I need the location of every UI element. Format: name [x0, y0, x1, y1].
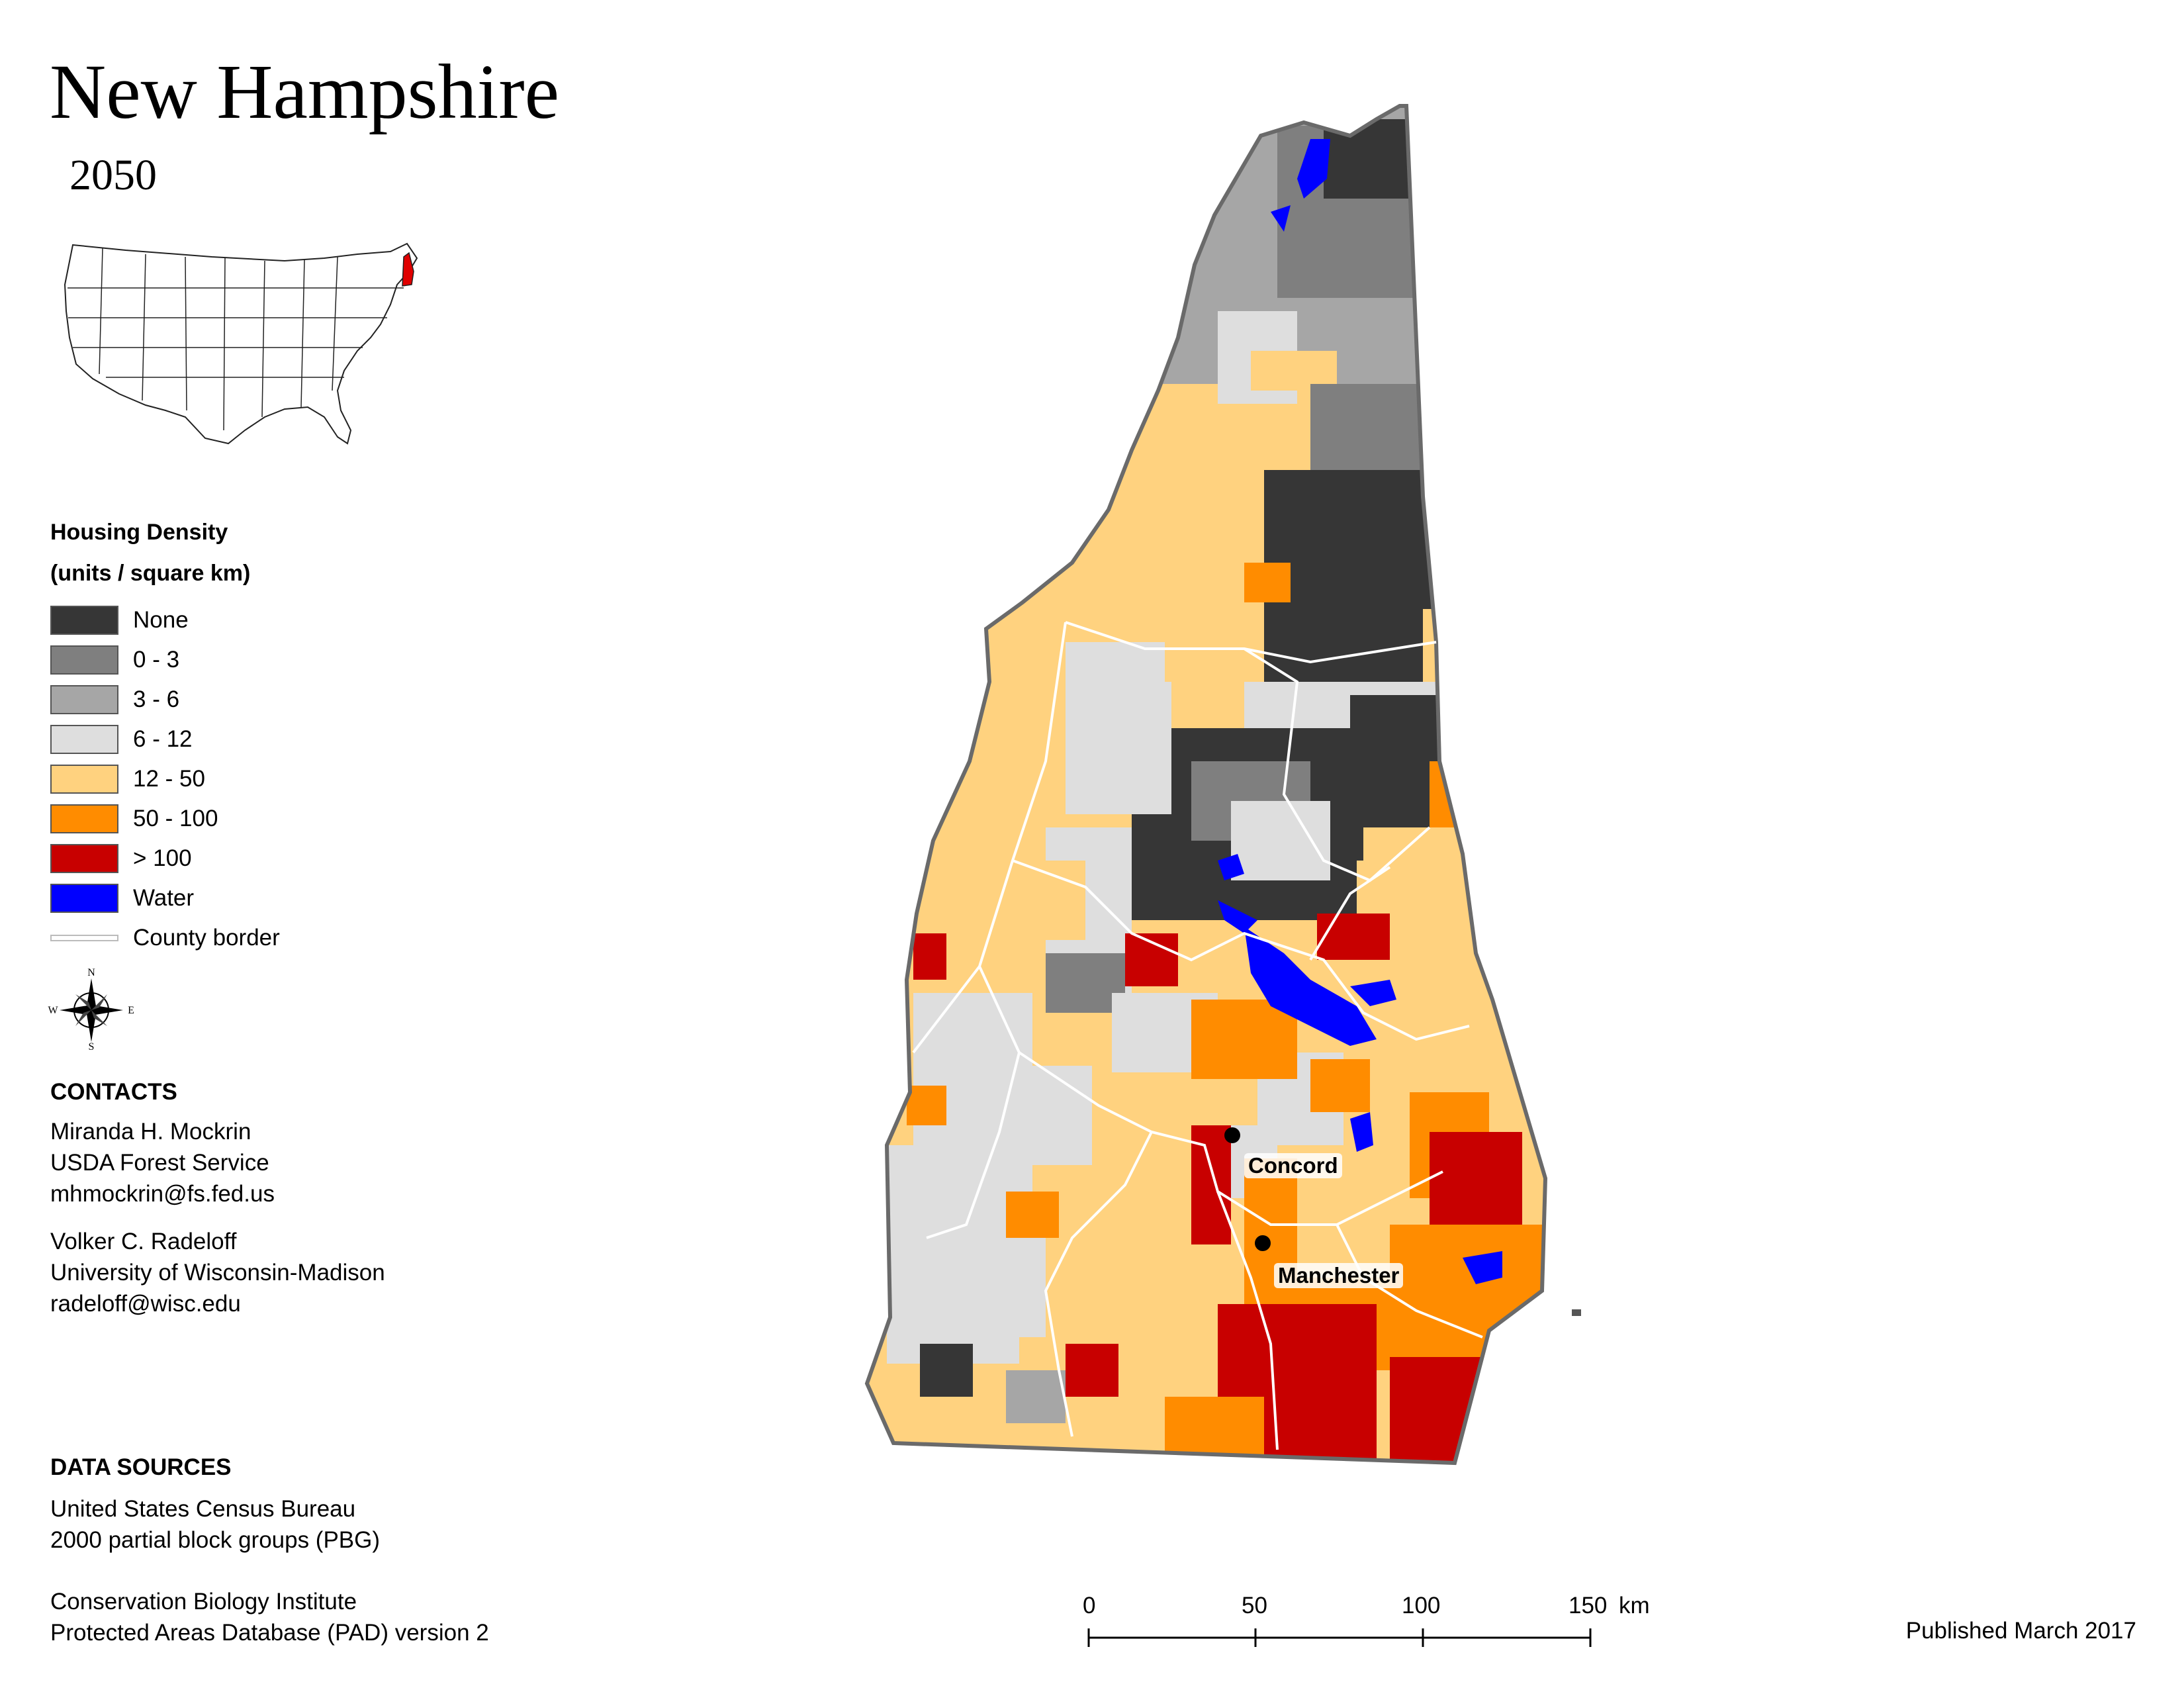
data-source-line: Protected Areas Database (PAD) version 2: [50, 1620, 489, 1646]
data-sources-heading: DATA SOURCES: [50, 1454, 232, 1480]
city-label-concord: Concord: [1244, 1153, 1342, 1178]
legend-item-0-3: 0 - 3: [50, 644, 179, 676]
contact-2-email[interactable]: radeloff@wisc.edu: [50, 1291, 241, 1317]
data-source-line: Conservation Biology Institute: [50, 1589, 357, 1615]
concord-marker: [1224, 1127, 1240, 1143]
legend-item-none: None: [50, 604, 189, 636]
contacts-heading: CONTACTS: [50, 1079, 177, 1105]
data-source-line: United States Census Bureau: [50, 1496, 356, 1522]
contact-1-org: USDA Forest Service: [50, 1150, 269, 1176]
legend-item-3-6: 3 - 6: [50, 684, 179, 716]
legend-swatch: [50, 725, 118, 754]
legend-item-gt-100: > 100: [50, 843, 192, 874]
scale-label-100: 100: [1402, 1593, 1441, 1618]
legend-item-12-50: 12 - 50: [50, 763, 205, 795]
compass-n: N: [87, 967, 95, 978]
legend-swatch: [50, 606, 118, 635]
contact-2: Volker C. Radeloff University of Wiscons…: [50, 1226, 385, 1319]
contact-2-name: Volker C. Radeloff: [50, 1229, 237, 1254]
legend-item-county-border: County border: [50, 922, 280, 954]
contact-2-org: University of Wisconsin-Madison: [50, 1260, 385, 1286]
scale-label-0: 0: [1083, 1593, 1096, 1618]
legend-label: 50 - 100: [133, 806, 218, 831]
legend-label: 12 - 50: [133, 766, 205, 792]
us-outline: [64, 242, 418, 445]
legend-label: 0 - 3: [133, 647, 180, 673]
county-borders: [912, 621, 1483, 1450]
compass-w: W: [48, 1005, 58, 1016]
legend-swatch: [50, 765, 118, 794]
compass-s: S: [89, 1041, 95, 1053]
us-locator-map: [64, 242, 418, 445]
data-source-census: United States Census Bureau 2000 partial…: [50, 1493, 380, 1556]
scale-bar: [1087, 1628, 1592, 1647]
compass-rose-icon: N S E W: [48, 967, 134, 1053]
data-source-cbi: Conservation Biology Institute Protected…: [50, 1586, 489, 1648]
legend-label: 3 - 6: [133, 686, 180, 712]
new-hampshire-map: [864, 104, 1581, 1466]
legend-units: (units / square km): [50, 561, 251, 586]
legend-swatch: [50, 844, 118, 873]
legend-swatch: [50, 645, 118, 675]
compass-e: E: [128, 1005, 134, 1016]
scale-label-150: 150: [1569, 1593, 1608, 1618]
scale-unit: km: [1619, 1593, 1650, 1618]
map-year: 2050: [69, 151, 157, 199]
contact-1: Miranda H. Mockrin USDA Forest Service m…: [50, 1116, 275, 1209]
legend-item-50-100: 50 - 100: [50, 803, 218, 835]
state-border: [864, 104, 1548, 1466]
county-border-swatch: [50, 935, 118, 941]
legend-swatch: [50, 884, 118, 913]
legend-item-water: Water: [50, 882, 194, 914]
legend-label: Water: [133, 885, 195, 911]
contact-1-name: Miranda H. Mockrin: [50, 1119, 251, 1145]
published-date: Published March 2017: [1905, 1618, 2136, 1644]
data-source-line: 2000 partial block groups (PBG): [50, 1527, 381, 1553]
legend-label: None: [133, 607, 189, 633]
new-hampshire-highlight: [402, 252, 414, 287]
scale-label-50: 50: [1242, 1593, 1267, 1618]
contact-1-email[interactable]: mhmockrin@fs.fed.us: [50, 1181, 275, 1207]
isles-of-shoals: [1572, 1309, 1581, 1316]
legend-label: > 100: [133, 845, 192, 871]
legend-swatch: [50, 804, 118, 833]
legend-label: County border: [133, 925, 280, 951]
legend-label: 6 - 12: [133, 726, 193, 752]
manchester-marker: [1255, 1235, 1271, 1251]
city-label-manchester: Manchester: [1274, 1263, 1404, 1288]
legend-item-6-12: 6 - 12: [50, 724, 193, 755]
legend-title: Housing Density: [50, 520, 228, 545]
legend-swatch: [50, 685, 118, 714]
map-title: New Hampshire: [50, 48, 560, 135]
